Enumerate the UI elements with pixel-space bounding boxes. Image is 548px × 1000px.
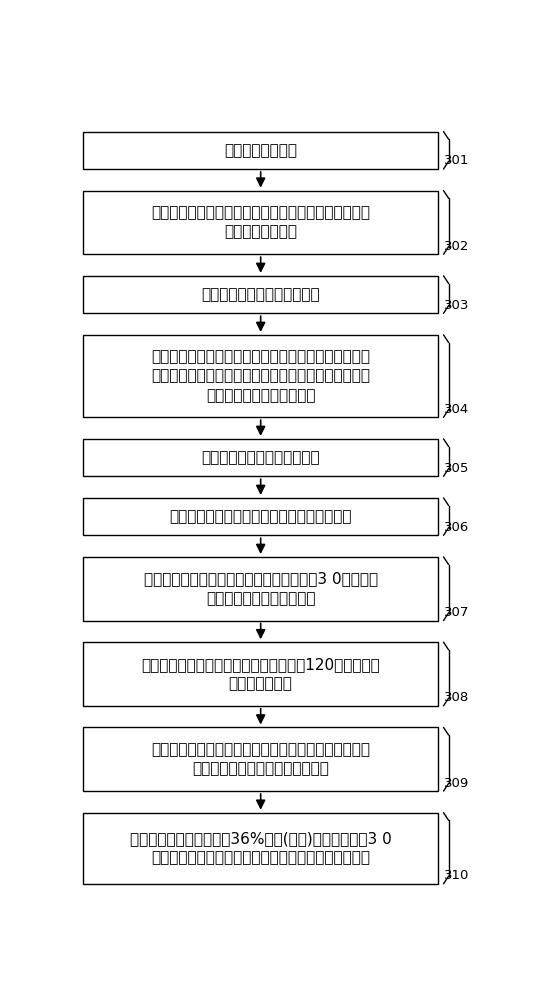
FancyBboxPatch shape — [83, 132, 438, 169]
Text: 将内嵌金属的塑胶壳件在酸性溶液中清洗，并浸泡于含
镁离子的溶液中，以生成镁金属层: 将内嵌金属的塑胶壳件在酸性溶液中清洗，并浸泡于含 镁离子的溶液中，以生成镁金属层 — [151, 742, 370, 776]
Text: 309: 309 — [444, 777, 469, 790]
Text: 将内嵌金属的塑胶壳件在冲击铜溶液中浸朰3 0分钟，以
生产铜金属膜于天线图案上: 将内嵌金属的塑胶壳件在冲击铜溶液中浸朰3 0分钟，以 生产铜金属膜于天线图案上 — [144, 572, 378, 606]
Text: 在塑胶壳体上成型一用于沉积金属的天线图案: 在塑胶壳体上成型一用于沉积金属的天线图案 — [169, 509, 352, 524]
Text: 将金属件进行第一次电泳涂装: 将金属件进行第一次电泳涂装 — [201, 287, 320, 302]
Text: 将金属件进行第二次电泳涂装: 将金属件进行第二次电泳涂装 — [201, 450, 320, 465]
FancyBboxPatch shape — [83, 813, 438, 884]
FancyBboxPatch shape — [83, 191, 438, 254]
Text: 304: 304 — [444, 403, 469, 416]
Text: 302: 302 — [443, 240, 469, 253]
FancyBboxPatch shape — [83, 498, 438, 535]
Text: 308: 308 — [444, 691, 469, 704]
Text: 将内嵌金属的塑胶壳件在36%浓度(质量)的盐酸中浸朰3 0
分钟，然后浸泡于含金离子的溶液中，以生成金金属膜: 将内嵌金属的塑胶壳件在36%浓度(质量)的盐酸中浸朰3 0 分钟，然后浸泡于含金… — [130, 831, 392, 865]
FancyBboxPatch shape — [83, 276, 438, 313]
FancyBboxPatch shape — [83, 642, 438, 706]
Text: 将内嵌金属的塑胶壳件在厚铜溶液中浸泡120分钟，以继
续生成铜金属膜: 将内嵌金属的塑胶壳件在厚铜溶液中浸泡120分钟，以继 续生成铜金属膜 — [141, 657, 380, 691]
Text: 采用顿化剤将金属件进行顿化，使金属件的表面转化为
不易被氧化的状态: 采用顿化剤将金属件进行顿化，使金属件的表面转化为 不易被氧化的状态 — [151, 205, 370, 240]
Text: 310: 310 — [443, 869, 469, 882]
Text: 307: 307 — [443, 606, 469, 619]
Text: 305: 305 — [443, 462, 469, 475]
Text: 306: 306 — [444, 521, 469, 534]
Text: 301: 301 — [443, 154, 469, 167]
FancyBboxPatch shape — [83, 557, 438, 621]
FancyBboxPatch shape — [83, 335, 438, 417]
Text: 按照需要的结构外观设计模具，将第一次电泳后的金属
件与塑胶壳体进行模内注塑，使得金属件嵌入塑胶壳体
内组成内嵌金属的塑胶壳件: 按照需要的结构外观设计模具，将第一次电泳后的金属 件与塑胶壳体进行模内注塑，使得… — [151, 349, 370, 403]
FancyBboxPatch shape — [83, 439, 438, 476]
FancyBboxPatch shape — [83, 727, 438, 791]
Text: 将金属件压铸成型: 将金属件压铸成型 — [224, 143, 297, 158]
Text: 303: 303 — [443, 299, 469, 312]
